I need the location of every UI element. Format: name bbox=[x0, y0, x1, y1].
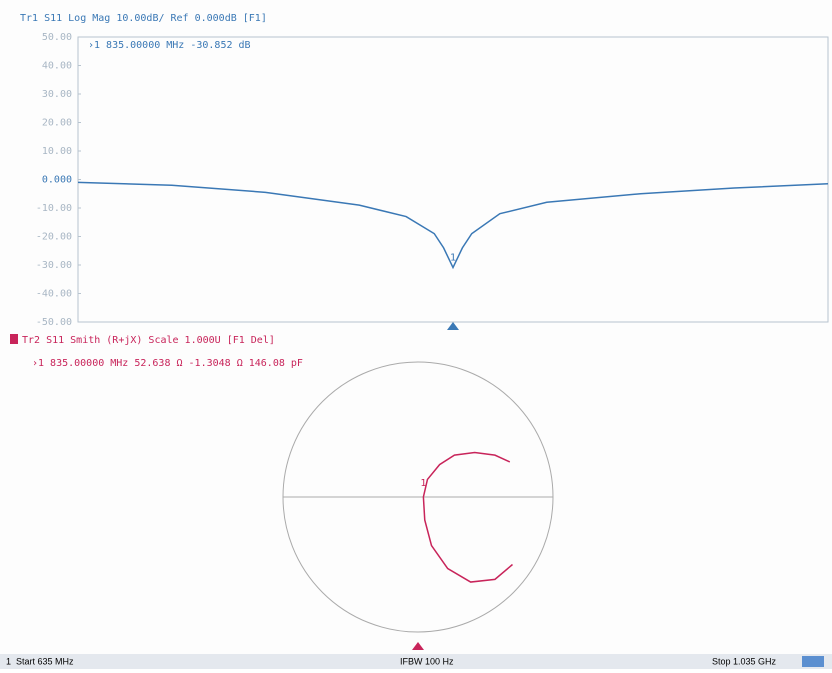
trace-line bbox=[77, 181, 829, 270]
smith-trace bbox=[422, 451, 513, 583]
y-tick-label: -20.00 bbox=[36, 232, 72, 243]
y-tick-label: -50.00 bbox=[36, 317, 72, 328]
trace2-title: Tr2 S11 Smith (R+jX) Scale 1.000U [F1 De… bbox=[22, 335, 275, 346]
y-tick-label: 50.00 bbox=[42, 32, 72, 43]
trace1-marker-readout: ›1 835.00000 MHz -30.852 dB bbox=[88, 40, 251, 51]
start-frequency: Start 635 MHz bbox=[16, 656, 74, 666]
y-tick-label: 40.00 bbox=[42, 61, 72, 72]
y-tick-label: 30.00 bbox=[42, 89, 72, 100]
trace1-title: Tr1 S11 Log Mag 10.00dB/ Ref 0.000dB [F1… bbox=[20, 13, 267, 24]
channel: 1 bbox=[6, 656, 11, 666]
y-tick-label: 20.00 bbox=[42, 118, 72, 129]
y-tick-label: -10.00 bbox=[36, 203, 72, 214]
marker-arrow bbox=[412, 642, 424, 650]
trace2-indicator bbox=[10, 334, 18, 344]
marker-arrow bbox=[447, 322, 459, 330]
status-icon bbox=[802, 656, 824, 667]
stop-frequency: Stop 1.035 GHz bbox=[712, 656, 777, 666]
y-tick-label: 0.000 bbox=[42, 175, 72, 186]
status-bar bbox=[0, 654, 832, 669]
ifbw: IFBW 100 Hz bbox=[400, 656, 454, 666]
trace2-marker-readout: ›1 835.00000 MHz 52.638 Ω -1.3048 Ω 146.… bbox=[32, 358, 303, 369]
y-tick-label: -40.00 bbox=[36, 289, 72, 300]
y-tick-label: 10.00 bbox=[42, 146, 72, 157]
marker-label: 1 bbox=[450, 253, 456, 264]
marker-label: 1 bbox=[420, 478, 426, 489]
y-tick-label: -30.00 bbox=[36, 260, 72, 271]
